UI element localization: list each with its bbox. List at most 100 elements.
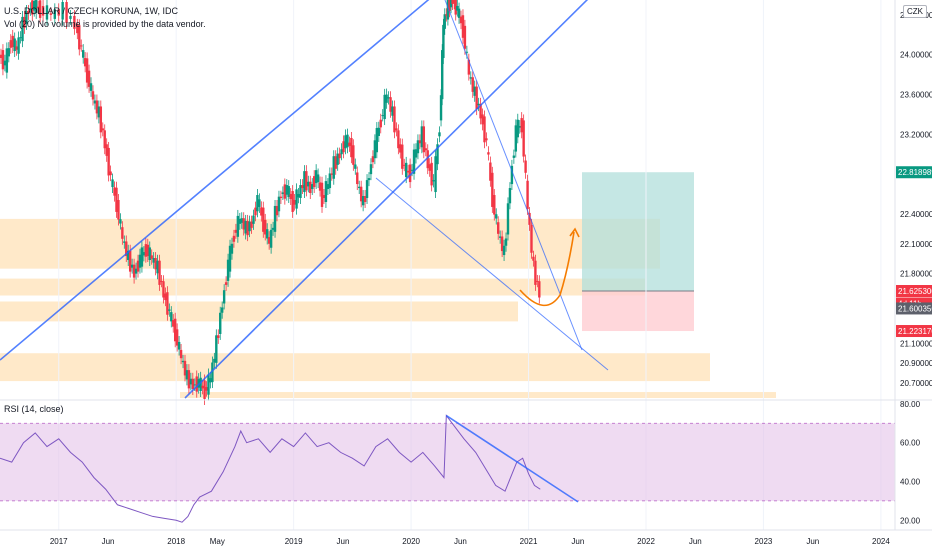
candle-body <box>29 8 32 10</box>
candle-body <box>103 130 106 149</box>
candle-body <box>454 0 457 15</box>
candle-body <box>220 307 224 313</box>
candle-body <box>226 259 230 281</box>
candle-body <box>23 16 26 28</box>
candle-body <box>234 229 238 233</box>
candle-body <box>150 255 153 259</box>
price-tick-label: 22.100000 <box>900 240 932 249</box>
candle-body <box>410 169 414 171</box>
candle-body <box>520 118 523 133</box>
price-tag <box>896 285 932 298</box>
candle-body <box>481 114 484 125</box>
candle-body <box>172 320 175 327</box>
symbol-title: U.S. DOLLAR / CZECH KORUNA, 1W, IDC <box>4 6 179 16</box>
candle-body <box>61 1 64 20</box>
falling-trend-line <box>444 0 583 351</box>
candle-body <box>330 173 334 175</box>
price-tick-label: 20.900000 <box>900 359 932 368</box>
candle-body <box>439 95 443 121</box>
candle-body <box>148 247 151 261</box>
rsi-band <box>0 423 895 501</box>
candle-body <box>344 135 347 149</box>
candle-body <box>81 50 85 58</box>
candle-body <box>369 164 373 175</box>
candle-body <box>373 140 377 159</box>
price-tag-label: 21.625300 <box>898 287 932 296</box>
candle-body <box>273 205 277 232</box>
candle-body <box>451 0 454 4</box>
candle-body <box>5 48 9 73</box>
candle-body <box>205 387 208 391</box>
price-tag-label: 21.223170 <box>898 327 932 336</box>
candle-body <box>219 312 222 334</box>
candle-body <box>475 86 478 110</box>
candle-body <box>479 103 482 119</box>
candle-body <box>146 244 149 257</box>
candle-body <box>240 218 243 223</box>
candle-body <box>522 120 525 157</box>
candle-body <box>101 128 104 131</box>
candle-body <box>152 258 155 263</box>
candle-body <box>314 170 318 184</box>
candle-body <box>506 203 510 235</box>
channel-upper-line <box>0 0 430 361</box>
candle-body <box>248 221 251 232</box>
candle-body <box>424 148 427 151</box>
candle-body <box>158 260 161 285</box>
candle-body <box>113 187 116 196</box>
time-tick-label: 2018 <box>167 537 185 546</box>
candle-body <box>115 187 118 212</box>
candle-body <box>41 5 45 16</box>
candle-body <box>130 264 134 268</box>
candle-body <box>193 384 196 386</box>
candle-body <box>361 196 365 206</box>
candle-body <box>93 100 97 104</box>
candle-body <box>418 140 422 144</box>
candle-body <box>322 195 326 199</box>
candle-body <box>203 380 206 399</box>
candle-body <box>78 25 81 50</box>
price-zone <box>0 353 710 382</box>
price-zone <box>0 301 518 322</box>
candle-body <box>13 38 16 52</box>
candle-body <box>256 195 259 212</box>
candle-body <box>21 16 24 42</box>
candle-body <box>119 219 122 224</box>
candle-body <box>236 215 240 237</box>
candle-body <box>434 156 437 193</box>
candle-body <box>526 180 529 209</box>
candle-body <box>140 247 144 267</box>
candle-body <box>312 176 316 188</box>
candle-body <box>207 374 210 395</box>
price-tick-label: 21.100000 <box>900 339 932 348</box>
support-resistance-zones <box>0 172 776 398</box>
candle-body <box>209 378 212 383</box>
candle-body <box>154 258 157 270</box>
time-tick-label: May <box>210 537 225 546</box>
candle-body <box>230 243 234 254</box>
candle-body <box>275 205 279 216</box>
candle-body <box>267 237 271 244</box>
candle-body <box>497 222 500 234</box>
candle-body <box>228 245 232 272</box>
candle-body <box>266 229 269 239</box>
time-tick-label: Jun <box>571 537 584 546</box>
candle-body <box>138 254 142 268</box>
candle-body <box>406 170 410 173</box>
candle-body <box>258 199 261 207</box>
candle-body <box>498 236 502 238</box>
candle-body <box>166 292 169 315</box>
candle-body <box>297 194 300 198</box>
candle-body <box>385 94 388 103</box>
candle-body <box>412 149 416 174</box>
candle-body <box>277 196 281 212</box>
candle-body <box>195 376 198 392</box>
candle-body <box>189 378 193 385</box>
candle-body <box>446 0 450 20</box>
candle-body <box>291 191 294 212</box>
candle-body <box>217 335 220 338</box>
time-tick-label: 2019 <box>285 537 303 546</box>
candle-body <box>238 218 242 224</box>
currency-badge[interactable]: CZK <box>903 5 927 18</box>
